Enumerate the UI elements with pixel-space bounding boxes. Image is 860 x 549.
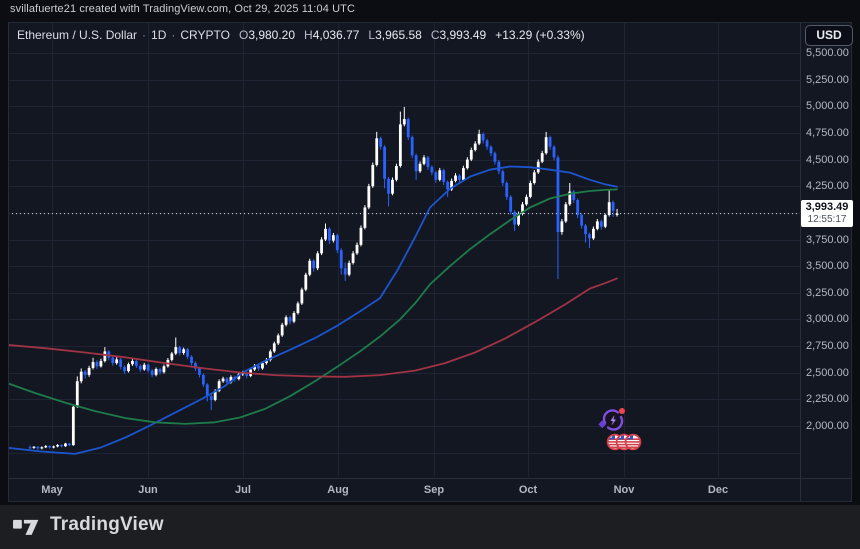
separator: · — [171, 28, 176, 42]
price-tick-label: 3,250.00 — [806, 286, 849, 299]
candles — [28, 106, 619, 450]
low-value: 3,965.58 — [375, 28, 422, 42]
close-value: 3,993.49 — [439, 28, 487, 42]
grid — [9, 23, 800, 477]
tradingview-logo[interactable]: TradingView — [12, 513, 164, 537]
month-label: Oct — [518, 484, 538, 496]
ma-line — [9, 188, 618, 425]
high-value: 4,036.77 — [312, 28, 360, 42]
low-label: L — [368, 28, 376, 42]
ma-line — [9, 277, 618, 378]
month-label: Aug — [327, 484, 349, 496]
stickers — [598, 408, 642, 451]
month-label: Jul — [235, 484, 251, 496]
price-tick-label: 3,000.00 — [806, 313, 849, 326]
month-label: May — [41, 484, 63, 496]
month-label: Jun — [138, 484, 158, 496]
tradingview-logo-icon — [13, 519, 39, 535]
price-tick-label: 5,500.00 — [806, 47, 849, 59]
price-tick-label: 5,250.00 — [806, 73, 849, 86]
bar-countdown: 12:55:17 — [807, 214, 847, 225]
change-value: +13.29 (+0.33%) — [495, 28, 585, 42]
price-tick-label: 2,250.00 — [806, 393, 849, 406]
last-price-label: 3,993.49 12:55:17 — [801, 200, 853, 227]
axis-borders — [8, 22, 852, 501]
attribution-text: svillafuerte21 created with TradingView.… — [10, 3, 356, 15]
price-tick-label: 4,500.00 — [806, 153, 849, 166]
currency-toggle-button[interactable]: USD — [805, 25, 853, 46]
price-tick-label: 2,000.00 — [806, 420, 849, 432]
price-tick-label: 2,500.00 — [806, 366, 849, 379]
interval-label[interactable]: 1D — [151, 28, 167, 42]
last-price-value: 3,993.49 — [805, 201, 849, 213]
plot-area[interactable] — [8, 22, 800, 478]
price-tick-label: 4,250.00 — [806, 180, 849, 193]
high-label: H — [304, 28, 313, 42]
symbol-title[interactable]: Ethereum / U.S. Dollar — [17, 28, 138, 42]
price-tick-label: 4,750.00 — [806, 126, 849, 139]
ma-line — [9, 165, 618, 455]
month-label: Sep — [423, 484, 445, 496]
open-value: 3,980.20 — [248, 28, 296, 42]
price-tick-label: 2,750.00 — [806, 340, 849, 353]
month-label: Nov — [613, 484, 635, 496]
exchange-label: CRYPTO — [180, 28, 230, 42]
open-label: O — [238, 28, 249, 42]
footer-bar: TradingView — [0, 505, 860, 549]
price-tick-label: 3,750.00 — [806, 233, 849, 246]
tradingview-logo-text: TradingView — [50, 514, 164, 535]
lightning-cycle-emoji — [598, 408, 625, 431]
usa-flag-coins-emoji — [606, 433, 642, 451]
price-tick-label: 5,000.00 — [806, 100, 849, 113]
separator: · — [142, 28, 147, 42]
close-label: C — [430, 28, 440, 42]
price-tick-label: 3,500.00 — [806, 260, 849, 273]
month-label: Dec — [707, 484, 729, 496]
chart-legend: Ethereum / U.S. Dollar · 1D · CRYPTO O3,980.2… — [17, 28, 585, 42]
